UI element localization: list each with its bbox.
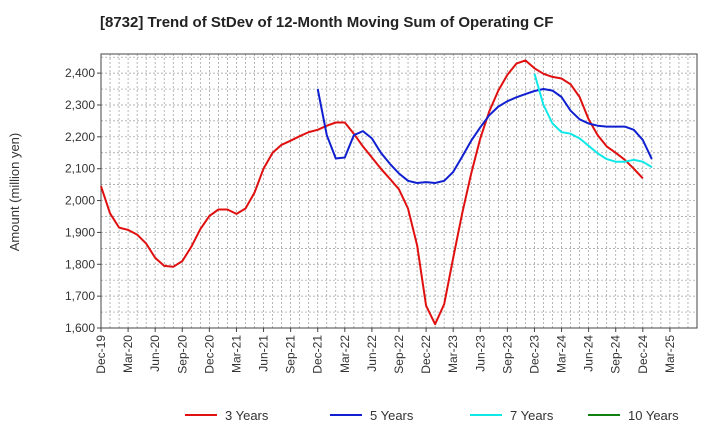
x-tick-label: Sep-20 <box>175 335 189 374</box>
y-tick-label: 1,800 <box>65 257 95 271</box>
legend-label: 10 Years <box>628 408 679 423</box>
x-tick-label: Jun-21 <box>257 335 271 372</box>
x-tick-label: Jun-22 <box>365 335 379 372</box>
y-tick-label: 2,000 <box>65 194 95 208</box>
x-tick-label: Mar-20 <box>121 335 135 373</box>
y-tick-label: 2,100 <box>65 162 95 176</box>
series-line-5-years <box>316 88 653 184</box>
x-tick-label: Dec-23 <box>527 335 541 374</box>
x-tick-label: Dec-20 <box>202 335 216 374</box>
y-axis-label: Amount (million yen) <box>7 133 22 252</box>
x-tick-label: Sep-21 <box>284 335 298 374</box>
series-line-7-years <box>533 73 653 168</box>
x-tick-label: Sep-23 <box>500 335 514 374</box>
x-tick-label: Jun-23 <box>473 335 487 372</box>
x-tick-label: Dec-19 <box>94 335 108 374</box>
x-tick-label: Jun-20 <box>148 335 162 372</box>
x-tick-label: Dec-22 <box>419 335 433 374</box>
x-tick-label: Mar-24 <box>555 335 569 373</box>
y-tick-label: 2,200 <box>65 130 95 144</box>
y-tick-label: 1,600 <box>65 321 95 335</box>
chart-title: [8732] Trend of StDev of 12-Month Moving… <box>100 14 553 31</box>
y-axis-ticks: 1,600 1,700 1,800 1,900 2,000 2,100 2,200 2,300… <box>65 66 101 335</box>
x-tick-label: Mar-21 <box>229 335 243 373</box>
x-tick-label: Sep-22 <box>392 335 406 374</box>
y-tick-label: 1,700 <box>65 289 95 303</box>
x-tick-label: Mar-23 <box>446 335 460 373</box>
x-tick-label: Mar-22 <box>338 335 352 373</box>
x-tick-label: Jun-24 <box>582 335 596 372</box>
legend: 3 Years 5 Years 7 Years 10 Years <box>185 408 679 423</box>
y-tick-label: 2,400 <box>65 66 95 80</box>
legend-label: 7 Years <box>510 408 554 423</box>
x-tick-label: Sep-24 <box>609 335 623 374</box>
legend-label: 5 Years <box>370 408 414 423</box>
x-tick-label: Mar-25 <box>663 335 677 373</box>
y-tick-label: 1,900 <box>65 225 95 239</box>
y-tick-label: 2,300 <box>65 98 95 112</box>
x-axis-ticks: Dec-19 Mar-20 Jun-20 Sep-20 Dec-20 Mar-21 Jun-… <box>94 328 677 374</box>
series-lines <box>100 59 653 326</box>
legend-label: 3 Years <box>225 408 269 423</box>
grid <box>101 54 697 328</box>
x-tick-label: Dec-24 <box>636 335 650 374</box>
series-line-3-years <box>100 59 644 326</box>
x-tick-label: Dec-21 <box>311 335 325 374</box>
